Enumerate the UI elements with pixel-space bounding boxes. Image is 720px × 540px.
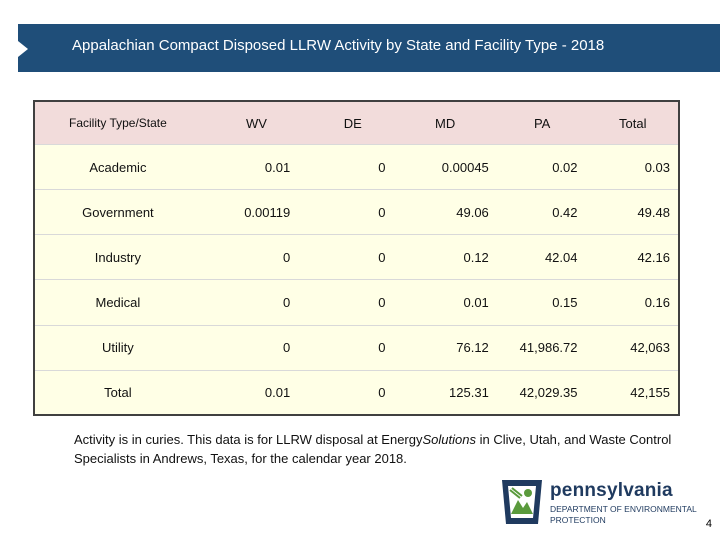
row-label: Total bbox=[35, 369, 201, 414]
header-wv: WV bbox=[200, 102, 313, 145]
cell-pa: 41,986.72 bbox=[496, 324, 588, 371]
row-label: Industry bbox=[35, 234, 201, 280]
pa-dep-logo: pennsylvania DEPARTMENT OF ENVIRONMENTAL… bbox=[498, 478, 708, 528]
cell-wv: 0.00119 bbox=[200, 189, 313, 235]
header-de: DE bbox=[312, 102, 394, 145]
row-label: Academic bbox=[35, 143, 201, 190]
cell-de: 0 bbox=[312, 324, 394, 371]
logo-subtitle-line1: DEPARTMENT OF ENVIRONMENTAL bbox=[550, 504, 697, 514]
table-row: Total 0.01 0 125.31 42,029.35 42,155 bbox=[35, 369, 678, 414]
cell-wv: 0 bbox=[200, 234, 313, 280]
row-label: Medical bbox=[35, 279, 201, 326]
cell-wv: 0.01 bbox=[200, 143, 313, 190]
table-header-row: Facility Type/State WV DE MD PA Total bbox=[35, 102, 678, 145]
cell-de: 0 bbox=[312, 234, 394, 280]
cell-pa: 42.04 bbox=[496, 234, 588, 280]
table-row: Medical 0 0 0.01 0.15 0.16 bbox=[35, 279, 678, 326]
logo-wordmark: pennsylvania bbox=[550, 480, 673, 501]
cell-wv: 0 bbox=[200, 324, 313, 371]
cell-pa: 0.15 bbox=[496, 279, 588, 326]
table-row: Utility 0 0 76.12 41,986.72 42,063 bbox=[35, 324, 678, 371]
cell-pa: 42,029.35 bbox=[496, 369, 588, 414]
header-total: Total bbox=[587, 102, 678, 145]
cell-total: 42.16 bbox=[587, 234, 678, 280]
cell-de: 0 bbox=[312, 189, 394, 235]
footnote-italic: Solutions bbox=[422, 432, 476, 447]
cell-total: 42,155 bbox=[587, 369, 678, 414]
logo-subtitle-line2: PROTECTION bbox=[550, 515, 606, 525]
title-arrow-icon bbox=[18, 41, 28, 57]
keystone-icon bbox=[502, 480, 542, 524]
cell-total: 0.16 bbox=[587, 279, 678, 326]
table-row: Academic 0.01 0 0.00045 0.02 0.03 bbox=[35, 143, 678, 190]
table-row: Government 0.00119 0 49.06 0.42 49.48 bbox=[35, 189, 678, 235]
cell-total: 42,063 bbox=[587, 324, 678, 371]
cell-total: 49.48 bbox=[587, 189, 678, 235]
cell-wv: 0 bbox=[200, 279, 313, 326]
page-title: Appalachian Compact Disposed LLRW Activi… bbox=[72, 37, 605, 54]
header-pa: PA bbox=[496, 102, 588, 145]
cell-pa: 0.42 bbox=[496, 189, 588, 235]
cell-de: 0 bbox=[312, 369, 394, 414]
footnote-part2: in Clive, Utah, and Waste Control Specia… bbox=[74, 432, 672, 466]
page-number: 4 bbox=[705, 518, 712, 530]
cell-de: 0 bbox=[312, 143, 394, 190]
cell-pa: 0.02 bbox=[496, 143, 588, 190]
cell-md: 0.12 bbox=[393, 234, 497, 280]
cell-de: 0 bbox=[312, 279, 394, 326]
header-md: MD bbox=[393, 102, 497, 145]
cell-wv: 0.01 bbox=[200, 369, 313, 414]
cell-md: 0.00045 bbox=[393, 143, 497, 190]
row-label: Utility bbox=[35, 324, 201, 371]
footnote-part1: Activity is in curies. This data is for … bbox=[74, 432, 423, 447]
cell-md: 49.06 bbox=[393, 189, 497, 235]
title-bar: Appalachian Compact Disposed LLRW Activi… bbox=[18, 24, 720, 72]
cell-md: 76.12 bbox=[393, 324, 497, 371]
logo-subtitle: DEPARTMENT OF ENVIRONMENTAL PROTECTION bbox=[550, 504, 710, 526]
footnote: Activity is in curies. This data is for … bbox=[74, 430, 674, 468]
data-table: Facility Type/State WV DE MD PA Total Ac… bbox=[33, 100, 680, 416]
cell-md: 125.31 bbox=[393, 369, 497, 414]
table-row: Industry 0 0 0.12 42.04 42.16 bbox=[35, 234, 678, 280]
cell-md: 0.01 bbox=[393, 279, 497, 326]
row-label: Government bbox=[35, 189, 201, 235]
header-facility-type: Facility Type/State bbox=[35, 102, 201, 145]
cell-total: 0.03 bbox=[587, 143, 678, 190]
